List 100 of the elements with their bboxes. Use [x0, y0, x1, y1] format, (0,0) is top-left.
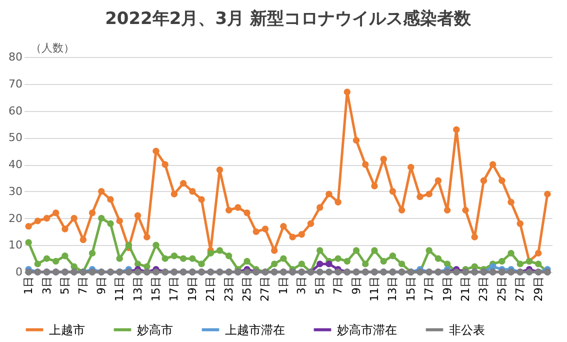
point [352, 136, 360, 144]
x-tick-label: 17日 [422, 276, 436, 302]
point [544, 190, 551, 198]
point [426, 190, 432, 198]
x-tick-label: 5日 [58, 276, 72, 294]
point [252, 228, 260, 236]
point [444, 206, 451, 214]
y-tick-label: 80 [8, 50, 22, 64]
point [180, 255, 187, 262]
x-tick-label: 15日 [150, 276, 162, 302]
point [462, 206, 469, 214]
x-tick-label: 11日 [368, 276, 381, 302]
x-tick-label: 13日 [131, 276, 144, 302]
y-tick-label: 10 [8, 238, 22, 252]
x-tick-label: 11日 [113, 276, 126, 302]
point [280, 255, 287, 262]
point [471, 234, 478, 240]
point [316, 260, 324, 268]
point [316, 247, 324, 254]
point [107, 220, 114, 227]
x-tick-label: 1日 [22, 276, 36, 294]
point [398, 206, 406, 214]
point [244, 210, 250, 216]
point [380, 258, 387, 265]
point [380, 156, 387, 162]
x-tick-label: 15日 [404, 276, 418, 302]
x-tick-label: 1日 [276, 276, 290, 294]
point [152, 242, 160, 248]
x-tick-label: 23日 [477, 276, 490, 302]
point [498, 258, 506, 265]
point [43, 255, 50, 262]
x-tick-label: 5日 [313, 276, 326, 294]
point [70, 214, 78, 222]
y-tick-label: 0 [16, 266, 22, 278]
point [80, 236, 87, 244]
point [480, 177, 488, 184]
point [289, 234, 296, 240]
legend-label: 非公表 [449, 322, 485, 337]
point [508, 250, 514, 257]
point [234, 204, 242, 211]
point [98, 188, 105, 195]
point [398, 260, 406, 268]
y-tick-label: 30 [8, 184, 22, 198]
x-tick-label: 7日 [76, 276, 90, 294]
point [489, 161, 496, 168]
point [180, 180, 187, 187]
x-tick-label: 3日 [295, 276, 308, 294]
legend-label: 妙高市滞在 [337, 322, 397, 337]
point [162, 255, 168, 262]
x-tick-label: 9日 [350, 276, 363, 294]
point [307, 220, 314, 227]
point [344, 88, 351, 96]
point [88, 210, 96, 216]
point [34, 260, 42, 268]
point [116, 218, 123, 224]
point [371, 247, 378, 254]
y-tick-label: 70 [8, 77, 22, 90]
point [371, 182, 378, 190]
point [334, 198, 342, 206]
point [534, 250, 542, 257]
point [426, 247, 432, 254]
x-tick-label: 27日 [514, 276, 527, 302]
point [498, 177, 506, 184]
x-tick-label: 23日 [222, 276, 236, 302]
point [34, 218, 42, 224]
point [25, 222, 32, 230]
point [362, 161, 369, 168]
point [334, 255, 342, 262]
x-tick-label: 17日 [168, 276, 181, 302]
point [362, 260, 369, 268]
x-tick-label: 9日 [94, 276, 108, 294]
point [116, 255, 123, 262]
point [434, 177, 442, 184]
point [170, 252, 178, 260]
y-tick-label: 20 [8, 212, 22, 225]
y-tick-label: 40 [8, 158, 22, 171]
point [152, 148, 160, 154]
point [326, 190, 332, 198]
x-tick-label: 25日 [240, 276, 254, 302]
point [516, 220, 524, 227]
point [453, 126, 460, 133]
point [408, 164, 414, 171]
point [280, 222, 287, 230]
point [88, 250, 96, 257]
x-tick-label: 21日 [459, 276, 472, 302]
legend-label: 上越市 [49, 322, 85, 337]
point [198, 196, 205, 203]
x-tick-label: 21日 [204, 276, 218, 302]
point [134, 212, 142, 219]
point [43, 214, 50, 222]
x-tick-label: 19日 [186, 276, 199, 302]
point [98, 214, 105, 222]
point [144, 234, 150, 240]
point [216, 166, 224, 174]
x-tick-label: 29日 [532, 276, 545, 302]
point [125, 242, 132, 248]
point [270, 247, 278, 254]
point [62, 226, 68, 232]
point [162, 161, 168, 168]
x-tick-label: 27日 [258, 276, 272, 302]
